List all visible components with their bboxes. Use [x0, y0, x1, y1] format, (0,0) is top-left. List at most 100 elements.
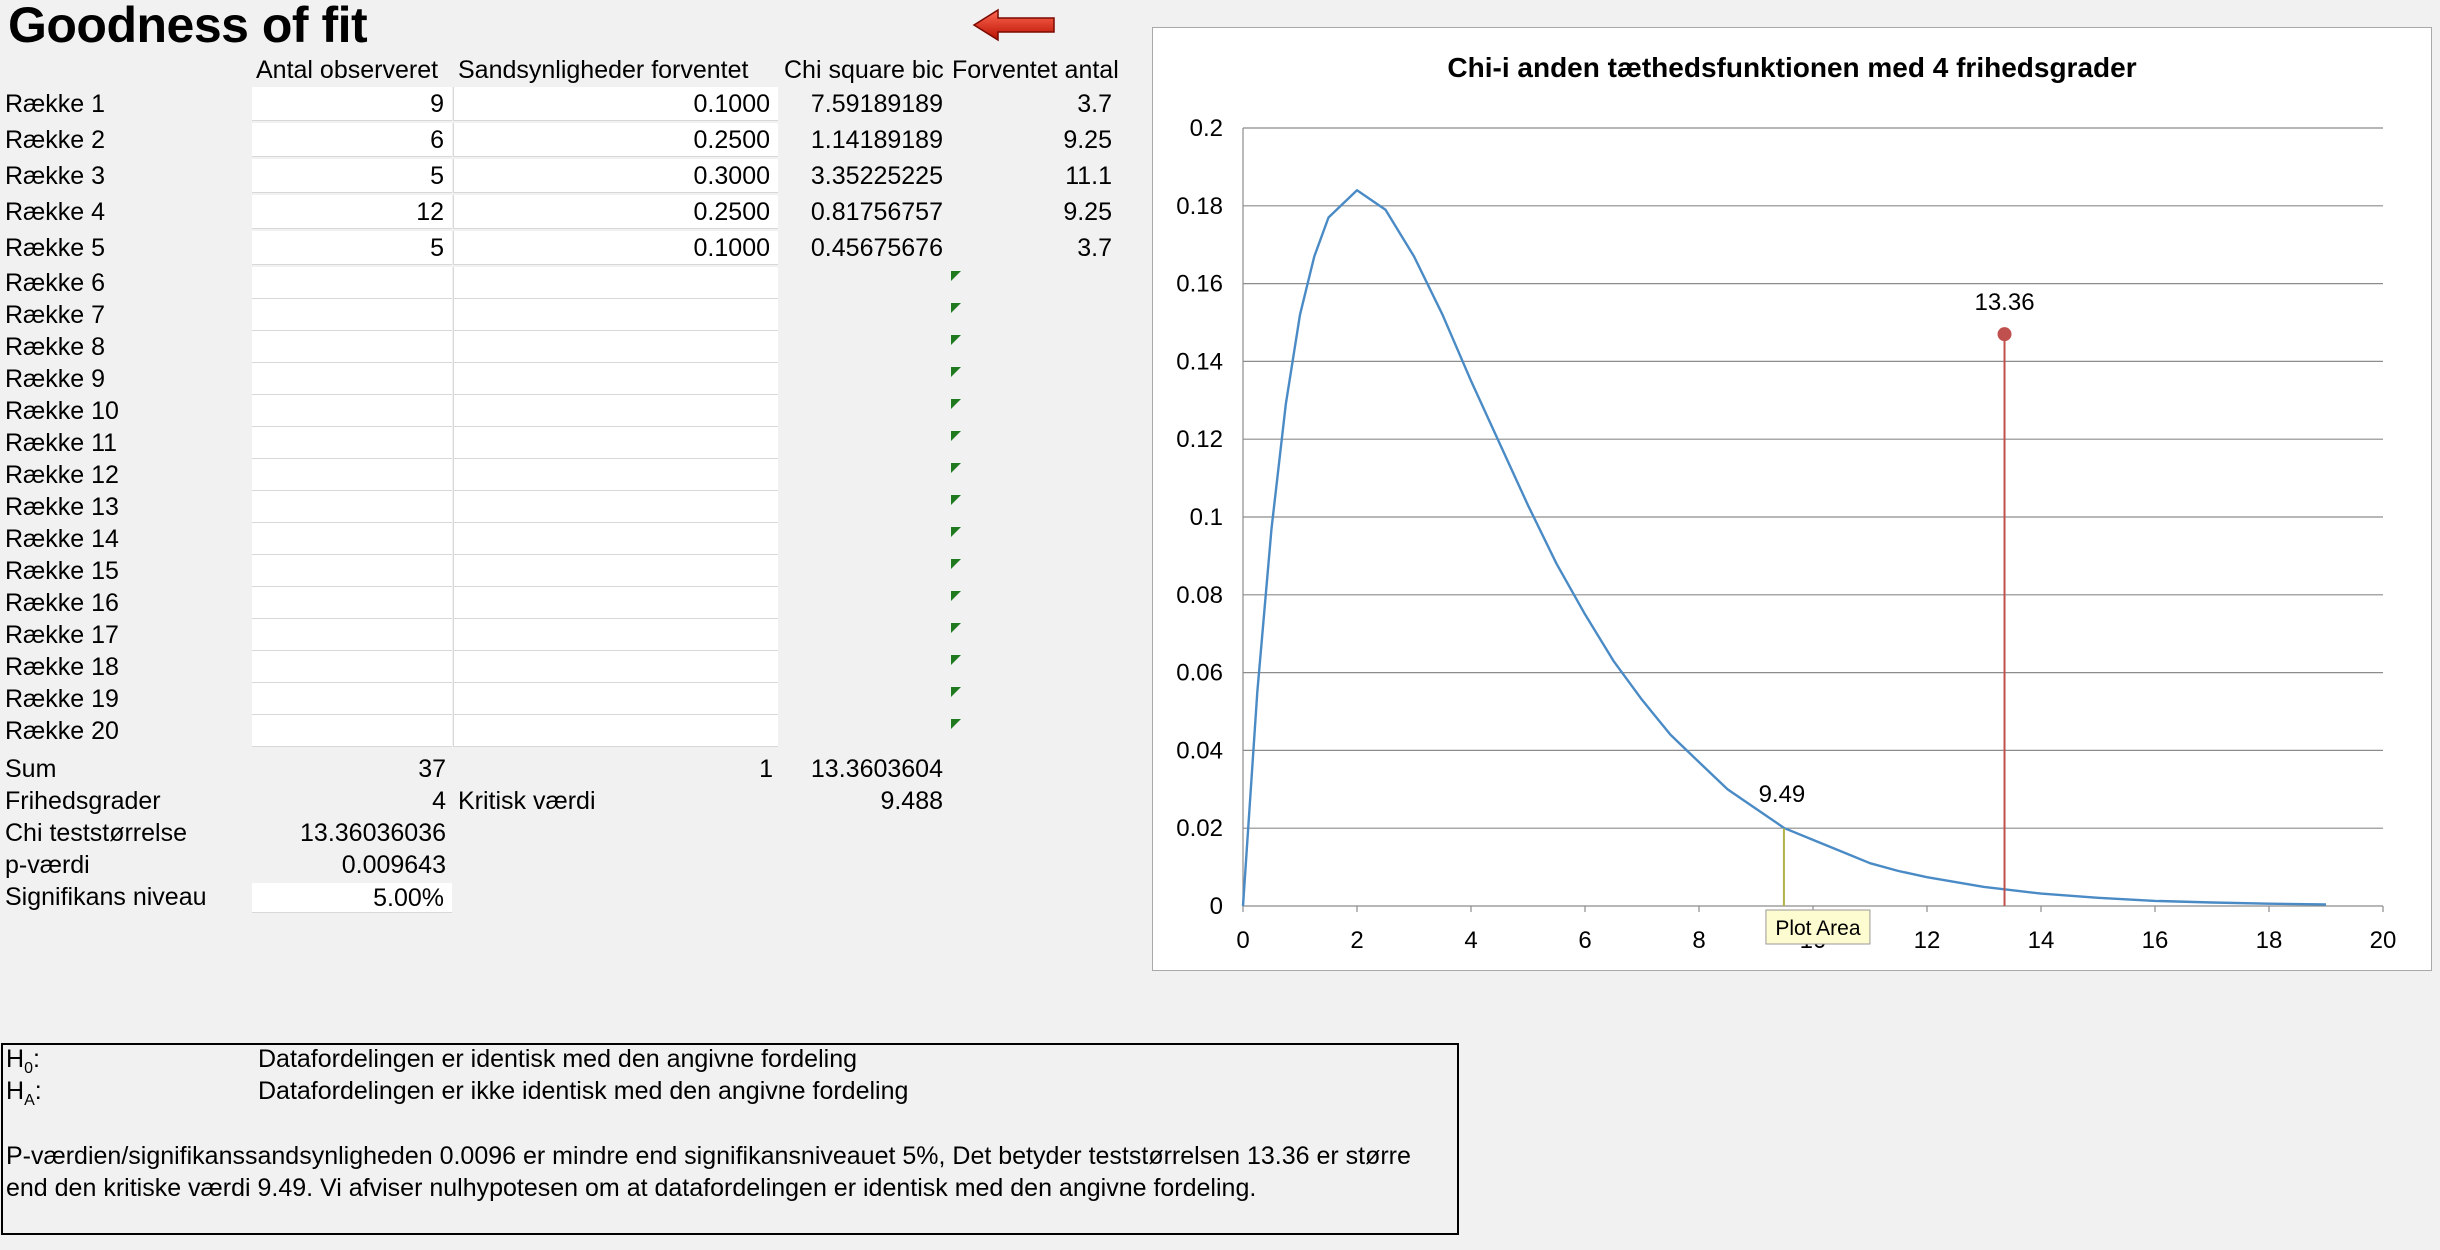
- row-label: Række 13: [5, 493, 119, 521]
- error-indicator-icon[interactable]: [951, 399, 961, 409]
- probability-input[interactable]: [453, 715, 778, 747]
- error-indicator-icon[interactable]: [951, 655, 961, 665]
- chi-contribution: [777, 715, 943, 747]
- h0-label: H0:: [6, 1045, 40, 1077]
- error-indicator-icon[interactable]: [951, 271, 961, 281]
- chart-area[interactable]: Chi-i anden tæthedsfunktionen med 4 frih…: [1152, 27, 2432, 971]
- error-indicator-icon[interactable]: [951, 431, 961, 441]
- observed-input[interactable]: 6: [252, 123, 452, 157]
- observed-input[interactable]: [252, 427, 452, 459]
- probability-input[interactable]: [453, 683, 778, 715]
- observed-input[interactable]: 9: [252, 87, 452, 121]
- observed-input[interactable]: [252, 267, 452, 299]
- probability-input[interactable]: [453, 267, 778, 299]
- row-label: Række 12: [5, 461, 119, 489]
- expected-count: [950, 619, 1112, 651]
- density-curve: [1241, 189, 2327, 907]
- error-indicator-icon[interactable]: [951, 527, 961, 537]
- chart-title: Chi-i anden tæthedsfunktionen med 4 frih…: [1447, 52, 2136, 83]
- header-chi-contribution: Chi square bic: [784, 56, 944, 84]
- critical-value-label: 9.49: [1759, 781, 1806, 808]
- observed-input[interactable]: [252, 331, 452, 363]
- sheet-title: Goodness of fit: [8, 0, 368, 53]
- row-label: Række 19: [5, 685, 119, 713]
- observed-input[interactable]: [252, 491, 452, 523]
- probability-input[interactable]: [453, 491, 778, 523]
- probability-input[interactable]: [453, 459, 778, 491]
- probability-input[interactable]: 0.3000: [453, 159, 778, 193]
- chi-contribution: 0.81756757: [810, 198, 943, 226]
- y-tick-label: 0.04: [1176, 737, 1223, 764]
- observed-input[interactable]: [252, 395, 452, 427]
- x-tick-label: 16: [2142, 927, 2169, 954]
- observed-input[interactable]: [252, 683, 452, 715]
- chi-contribution: [777, 523, 943, 555]
- expected-count: [950, 395, 1112, 427]
- probability-input[interactable]: 0.2500: [453, 123, 778, 157]
- observed-input[interactable]: [252, 555, 452, 587]
- probability-input[interactable]: 0.1000: [453, 87, 778, 121]
- x-tick-label: 0: [1236, 927, 1249, 954]
- error-indicator-icon[interactable]: [951, 495, 961, 505]
- observed-input[interactable]: [252, 619, 452, 651]
- probability-input[interactable]: [453, 587, 778, 619]
- probability-input[interactable]: [453, 427, 778, 459]
- df-label: Frihedsgrader: [5, 787, 161, 815]
- expected-count: [950, 587, 1112, 619]
- expected-count: 9.25: [1063, 126, 1112, 154]
- expected-count: [950, 459, 1112, 491]
- expected-count: 11.1: [1065, 162, 1112, 190]
- observed-input[interactable]: [252, 715, 452, 747]
- row-label: Række 4: [5, 198, 106, 226]
- probability-input[interactable]: [453, 299, 778, 331]
- observed-input[interactable]: [252, 363, 452, 395]
- observed-input[interactable]: [252, 459, 452, 491]
- red-arrow-icon[interactable]: [972, 8, 1056, 42]
- x-tick-label: 6: [1578, 927, 1591, 954]
- error-indicator-icon[interactable]: [951, 559, 961, 569]
- observed-input[interactable]: [252, 651, 452, 683]
- probability-input[interactable]: [453, 331, 778, 363]
- row-label: Række 5: [5, 234, 106, 262]
- probability-input[interactable]: 0.1000: [453, 231, 778, 265]
- expected-count: [950, 715, 1112, 747]
- expected-count: [950, 427, 1112, 459]
- error-indicator-icon[interactable]: [951, 367, 961, 377]
- observed-input[interactable]: 12: [252, 195, 452, 229]
- probability-input[interactable]: [453, 363, 778, 395]
- significance-input[interactable]: 5.00%: [252, 883, 452, 913]
- error-indicator-icon[interactable]: [951, 623, 961, 633]
- observed-input[interactable]: [252, 299, 452, 331]
- probability-input[interactable]: [453, 619, 778, 651]
- error-indicator-icon[interactable]: [951, 335, 961, 345]
- row-label: Række 11: [5, 429, 118, 457]
- y-tick-label: 0.08: [1176, 582, 1223, 609]
- expected-count: 9.25: [1063, 198, 1112, 226]
- expected-count: [950, 523, 1112, 555]
- observed-input[interactable]: 5: [252, 231, 452, 265]
- row-label: Række 3: [5, 162, 106, 190]
- plot-area-tooltip-text: Plot Area: [1775, 917, 1861, 940]
- chi-square-density-chart: Chi-i anden tæthedsfunktionen med 4 frih…: [1176, 52, 2396, 954]
- error-indicator-icon[interactable]: [951, 303, 961, 313]
- probability-input[interactable]: 0.2500: [453, 195, 778, 229]
- probability-input[interactable]: [453, 395, 778, 427]
- error-indicator-icon[interactable]: [951, 591, 961, 601]
- y-tick-label: 0.14: [1176, 348, 1223, 375]
- expected-count: 3.7: [1077, 90, 1112, 118]
- error-indicator-icon[interactable]: [951, 719, 961, 729]
- chi-contribution: [777, 651, 943, 683]
- y-tick-label: 0.12: [1176, 426, 1223, 453]
- probability-input[interactable]: [453, 555, 778, 587]
- probability-input[interactable]: [453, 651, 778, 683]
- sum-probabilities: 1: [759, 755, 773, 783]
- error-indicator-icon[interactable]: [951, 687, 961, 697]
- chi-contribution: [777, 587, 943, 619]
- chi-contribution: [777, 363, 943, 395]
- observed-input[interactable]: [252, 523, 452, 555]
- ha-label: HA:: [6, 1077, 42, 1109]
- observed-input[interactable]: [252, 587, 452, 619]
- error-indicator-icon[interactable]: [951, 463, 961, 473]
- observed-input[interactable]: 5: [252, 159, 452, 193]
- probability-input[interactable]: [453, 523, 778, 555]
